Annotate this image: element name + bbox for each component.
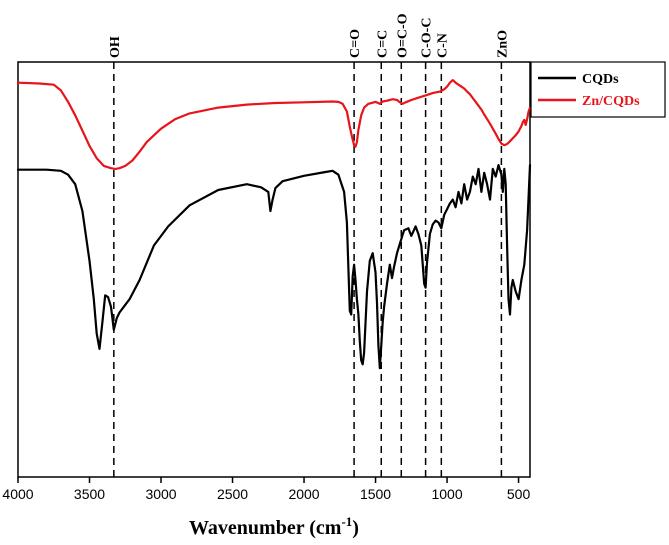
legend-box <box>530 61 666 118</box>
legend-label-zn-cqds: Zn/CQDs <box>582 94 640 109</box>
x-tick-label-4: 2000 <box>288 486 319 502</box>
annotation-label-5: C-N <box>435 33 450 58</box>
x-tick-label-6: 1000 <box>431 486 462 502</box>
legend-label-cqds: CQDs <box>582 72 619 87</box>
annotation-label-3: O=C-O <box>395 13 410 58</box>
series-line-zn-cqds <box>16 79 532 170</box>
series-line-cqds <box>16 164 532 370</box>
legend: CQDs Zn/CQDs <box>530 61 666 118</box>
x-tick-label-1: 3500 <box>74 486 105 502</box>
x-tick-label-0: 4000 <box>2 486 33 502</box>
x-axis-title: Wavenumber (cm-1) <box>189 514 359 539</box>
plot-frame <box>17 61 531 478</box>
x-tick-label-7: 500 <box>507 486 531 502</box>
annotation-label-4: C-O-C <box>420 18 435 58</box>
annotation-label-2: C=C <box>375 30 390 58</box>
annotation-label-6: ZnO <box>495 30 510 58</box>
annotation-label-0: OH <box>108 36 123 58</box>
x-tick-label-3: 2500 <box>217 486 248 502</box>
x-tick-label-5: 1500 <box>360 486 391 502</box>
x-axis-ticks: 4000 3500 3000 2500 2000 1500 1000 500 <box>2 477 530 502</box>
annotation-label-1: C=O <box>348 29 363 58</box>
x-tick-label-2: 3000 <box>145 486 176 502</box>
series-group <box>16 79 532 370</box>
